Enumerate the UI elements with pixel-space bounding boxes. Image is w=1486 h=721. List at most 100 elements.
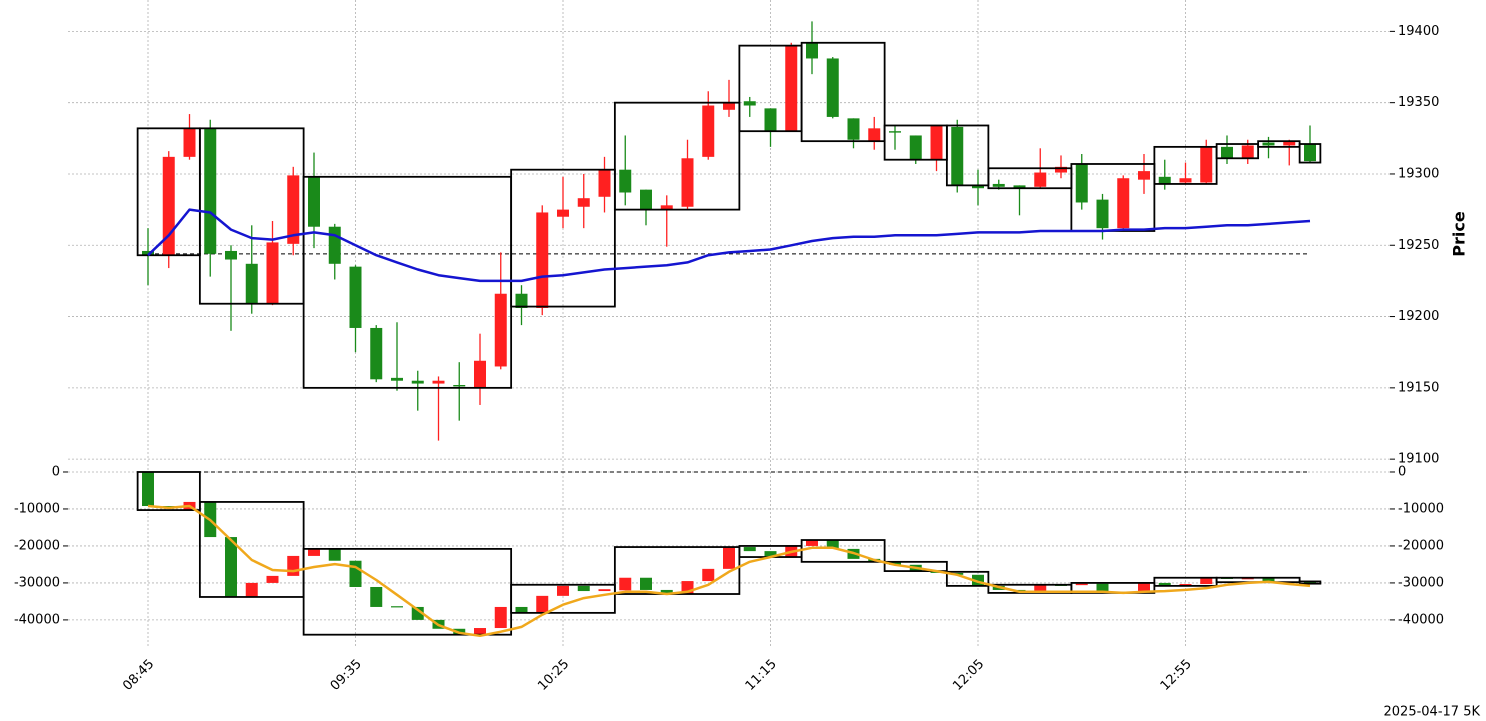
candle-body [889, 561, 901, 565]
candle-body [619, 169, 632, 193]
candle-body [1138, 171, 1150, 180]
candle-body [1200, 146, 1213, 183]
candle-body [1096, 199, 1109, 229]
candle-body [598, 169, 611, 197]
candle-body [328, 226, 341, 264]
y-tick-label: -30000 [14, 575, 60, 590]
candle-body [225, 250, 237, 260]
range-box [945, 124, 990, 187]
candle-body [245, 263, 258, 304]
candle-body [1241, 145, 1254, 159]
candle-body [1283, 141, 1296, 146]
candle-body [951, 126, 964, 186]
candle-body [992, 183, 1005, 187]
candle-body [308, 548, 320, 556]
candle-body [432, 380, 445, 384]
candle-body [370, 327, 383, 380]
y-tick-label: -40000 [1398, 612, 1444, 627]
candle-body [370, 586, 383, 607]
candle-body [1158, 176, 1171, 184]
candle-body [515, 293, 528, 308]
candle-body [660, 589, 673, 595]
candle-body [702, 105, 715, 157]
candle-body [640, 189, 652, 210]
candle-body [266, 575, 279, 583]
candle-body [494, 293, 507, 367]
x-tick-label: 09:35 [328, 657, 365, 694]
range-box [1298, 143, 1322, 164]
candle-body [328, 548, 341, 561]
candle-body [536, 212, 549, 308]
candle-body [868, 128, 881, 142]
candle-body [723, 102, 735, 110]
y-tick-label: 19350 [1398, 95, 1439, 110]
range-box [302, 547, 513, 636]
candle-body [1096, 583, 1109, 592]
x-tick-label: 11:15 [743, 657, 780, 694]
candle-body [349, 560, 362, 587]
y-tick-label: -10000 [14, 501, 60, 516]
y-axis-label: Price [1450, 211, 1469, 257]
candle-body [142, 250, 154, 256]
candle-body [1304, 581, 1316, 584]
candle-body [183, 128, 196, 157]
candle-body [1158, 582, 1171, 586]
range-box [1215, 143, 1260, 160]
range-box [613, 101, 741, 211]
y-tick-label: -40000 [14, 612, 60, 627]
candle-body [1034, 172, 1047, 187]
candle-body [889, 131, 901, 133]
candle-body [1241, 578, 1254, 580]
range-box [945, 570, 990, 587]
candle-body [826, 540, 839, 549]
candle-body [826, 58, 839, 117]
candle-body [1117, 178, 1130, 229]
candle-body [557, 585, 569, 596]
candle-body [453, 385, 466, 387]
candle-body [1179, 584, 1192, 586]
candle-body [806, 540, 818, 546]
y-tick-label: -20000 [1398, 538, 1444, 553]
candle-body [972, 185, 984, 189]
candle-body [847, 118, 860, 140]
y-tick-label: 19100 [1398, 452, 1439, 467]
range-box [510, 168, 616, 308]
candle-body [640, 577, 652, 590]
candle-body [702, 568, 715, 582]
candle-body [391, 606, 403, 608]
candle-body [660, 205, 673, 210]
candle-body [1262, 142, 1275, 146]
candle-body [411, 606, 424, 620]
candle-body [266, 242, 279, 304]
x-tick-label: 12:55 [1158, 657, 1195, 694]
y-tick-label: 19250 [1398, 238, 1439, 253]
range-box [136, 471, 201, 511]
y-tick-label: -20000 [14, 538, 60, 553]
y-tick-label: 19300 [1398, 166, 1439, 181]
y-tick-label: -30000 [1398, 575, 1444, 590]
candle-body [1075, 583, 1088, 586]
candle-body [806, 42, 818, 59]
candle-body [1200, 577, 1213, 585]
candle-body [515, 606, 528, 613]
candle-body [308, 176, 320, 227]
candle-body [764, 108, 777, 132]
candle-body [287, 175, 300, 244]
range-box [1298, 580, 1322, 585]
candle-body [1304, 144, 1316, 162]
candle-body [411, 380, 424, 384]
candle-body [494, 606, 507, 629]
candle-body [1138, 582, 1150, 593]
candle-body [723, 547, 735, 569]
candle-body [909, 135, 922, 160]
candle-body [204, 128, 217, 254]
range-box [800, 41, 886, 143]
y-tick-label: 19150 [1398, 380, 1439, 395]
candle-body [474, 628, 486, 635]
candle-body [1075, 163, 1088, 203]
y-tick-label: 0 [1398, 464, 1406, 479]
candle-body [972, 574, 984, 586]
candle-body [287, 555, 300, 576]
candle-body [1221, 146, 1233, 159]
